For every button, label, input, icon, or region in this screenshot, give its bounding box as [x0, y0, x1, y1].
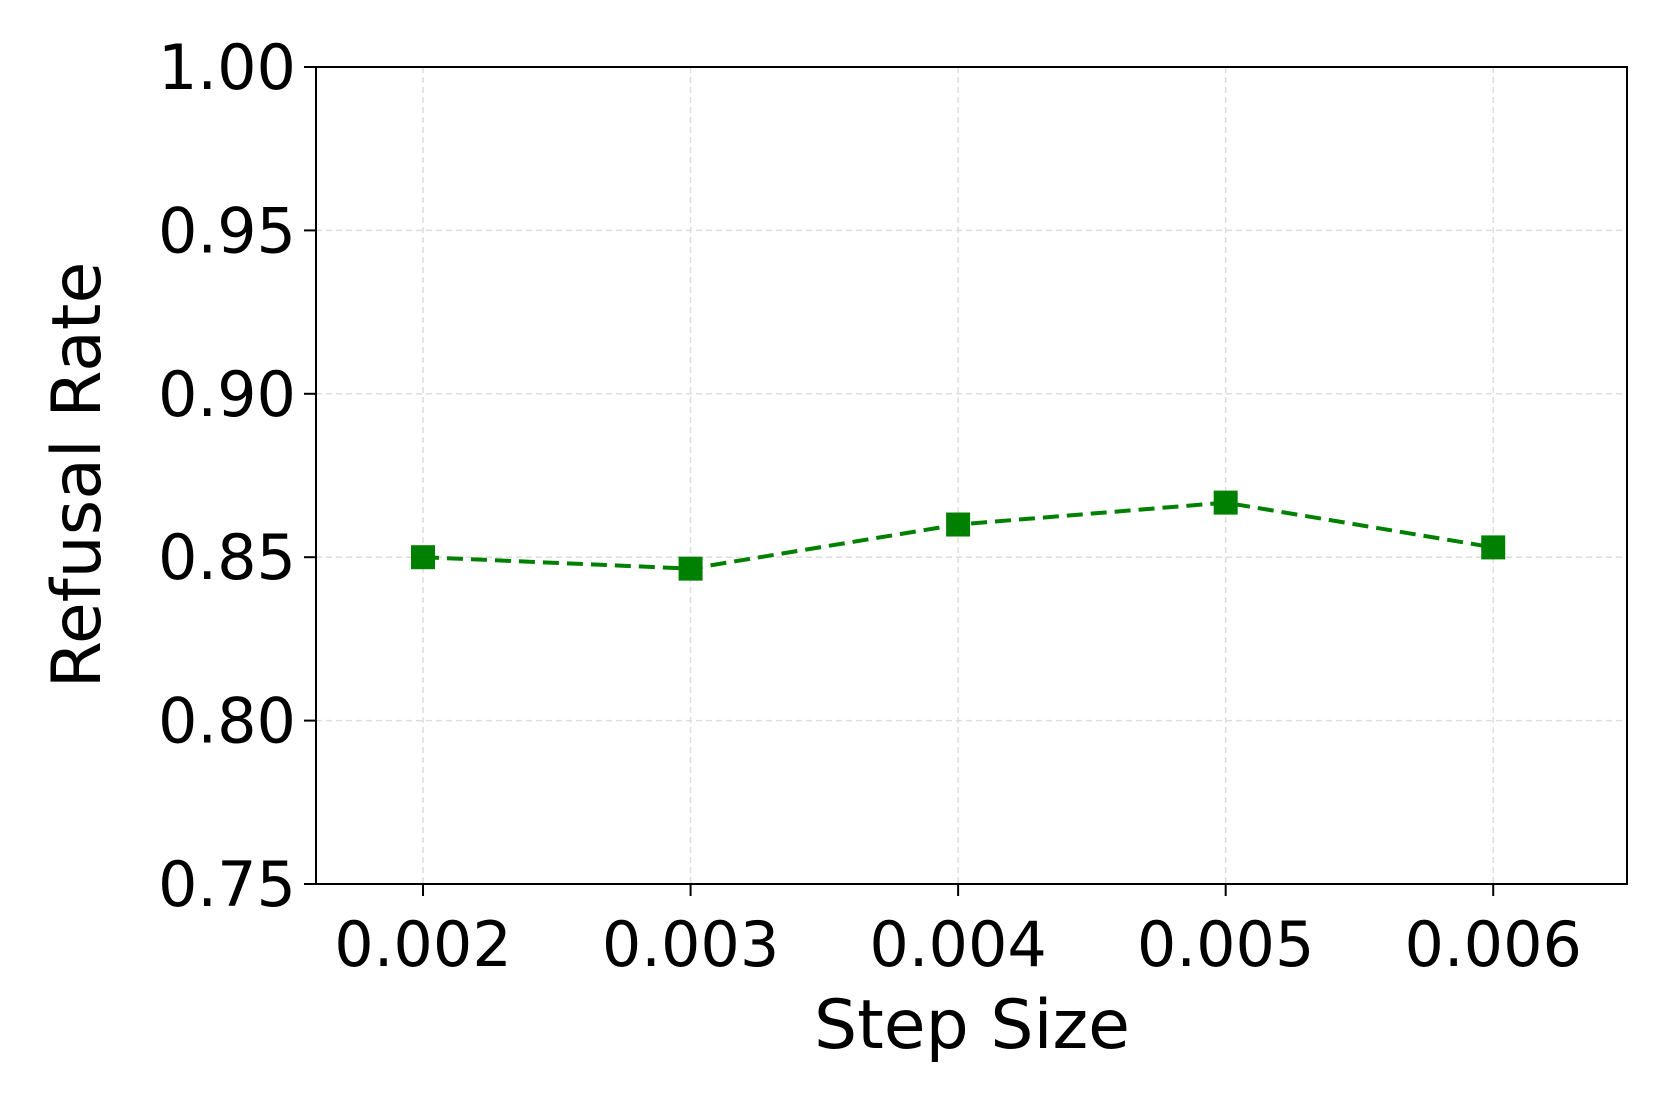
- y-tick-label: 0.80: [158, 685, 296, 758]
- data-point: [946, 512, 971, 537]
- y-axis-label: Refusal Rate: [38, 262, 117, 689]
- data-point: [678, 556, 703, 581]
- x-tick-label: 0.005: [1137, 908, 1315, 981]
- plot-frame: [315, 66, 1628, 885]
- y-tick-label: 0.85: [158, 521, 296, 594]
- y-tick-label: 0.90: [158, 358, 296, 431]
- x-tick-label: 0.006: [1404, 908, 1582, 981]
- x-axis-label: Step Size: [814, 986, 1130, 1065]
- y-tick-label: 0.95: [158, 194, 296, 267]
- data-point: [1213, 490, 1238, 515]
- x-tick-label: 0.004: [869, 908, 1047, 981]
- y-tick-label: 1.00: [158, 31, 296, 104]
- x-tick-label: 0.002: [334, 908, 512, 981]
- data-point: [1481, 535, 1506, 560]
- data-point: [411, 545, 436, 570]
- y-tick-label: 0.75: [158, 848, 296, 921]
- x-tick-label: 0.003: [602, 908, 780, 981]
